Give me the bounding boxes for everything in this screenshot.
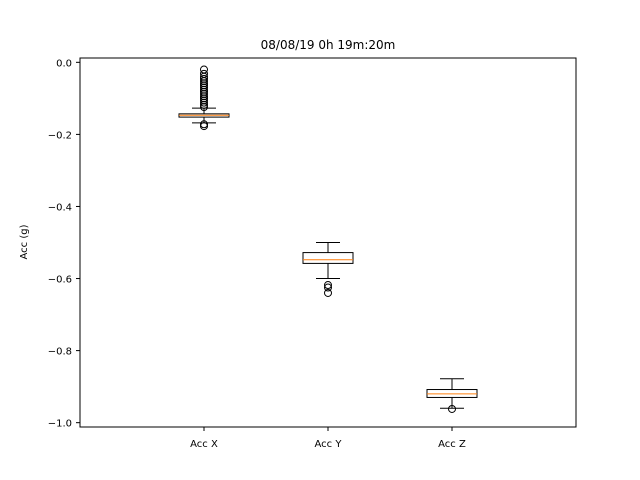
- acc-x-outlier: [200, 122, 208, 131]
- acc-y-outlier: [324, 288, 332, 297]
- y-tick-label: −0.4: [48, 202, 72, 213]
- y-tick-label: −0.8: [48, 347, 72, 358]
- y-tick-label: −1.0: [48, 419, 72, 430]
- acc-x-outlier: [200, 74, 208, 83]
- acc-x-outlier: [200, 90, 208, 99]
- x-tick-label: Acc Y: [315, 439, 343, 450]
- acc-y-outlier: [324, 283, 332, 292]
- y-tick-label: 0.0: [56, 58, 72, 69]
- acc-x-outlier: [200, 94, 208, 103]
- acc-x-outlier: [200, 83, 208, 92]
- y-axis-label: Acc (g): [19, 224, 30, 259]
- acc-x-outlier: [200, 100, 208, 109]
- acc-x-outlier: [200, 96, 208, 105]
- acc-y-outlier: [324, 281, 332, 290]
- x-tick-label: Acc Z: [438, 439, 466, 450]
- acc-x-outlier: [200, 72, 208, 81]
- acc-x-outlier: [200, 98, 208, 107]
- x-tick-label: Acc X: [190, 439, 218, 450]
- y-tick-label: −0.2: [48, 130, 72, 141]
- axes-frame: [79, 57, 577, 428]
- acc-x-outlier: [200, 87, 208, 96]
- acc-x-outlier: [200, 85, 208, 94]
- acc-y-box: [302, 252, 354, 264]
- acc-x-outlier: [200, 103, 208, 112]
- acc-x-outlier: [200, 79, 208, 88]
- chart-title: 08/08/19 0h 19m:20m: [261, 38, 396, 52]
- plot-area: 0.0 −0.2 −0.4 −0.6 −0.8 −1.0 Acc X Acc Y Acc Z: [48, 58, 478, 450]
- y-tick-label: −0.6: [48, 275, 72, 286]
- acc-x-outlier: [200, 92, 208, 101]
- acc-x-outlier: [200, 81, 208, 90]
- acc-x-outlier: [200, 77, 208, 86]
- acc-z-outlier: [448, 404, 456, 413]
